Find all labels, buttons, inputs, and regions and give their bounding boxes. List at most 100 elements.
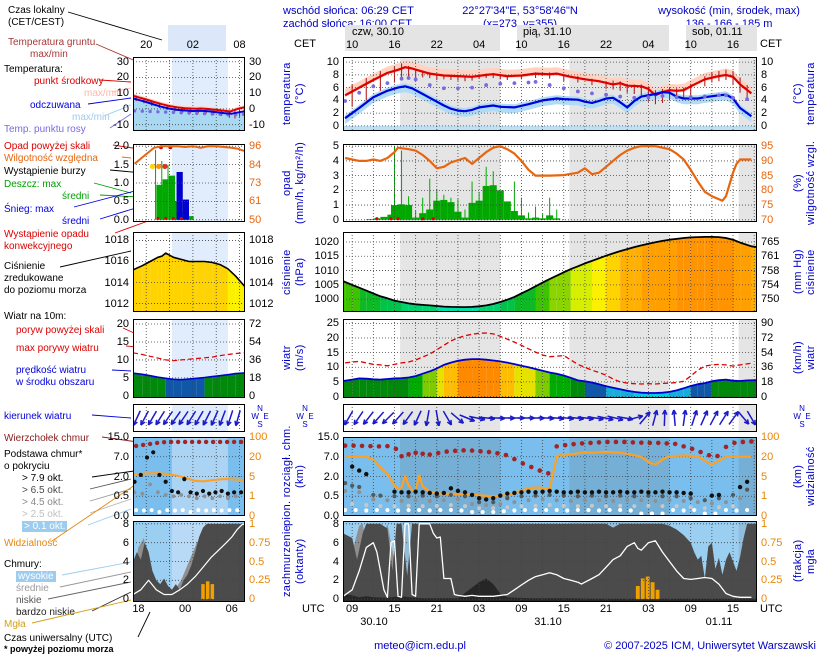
cet-hour-label: 04 (472, 39, 486, 51)
temp-mini-ytick-left: 20 (116, 71, 129, 84)
cloudvert-main-panel (343, 437, 757, 516)
cet-hour-label: 10 (684, 39, 697, 51)
precip-mini-ytick-left: 1.0 (113, 177, 129, 189)
contact-email-link[interactable]: meteo@icm.edu.pl (374, 640, 466, 652)
utc-date-label: 30.10 (360, 616, 388, 628)
wind-main-ytick-left: 20 (326, 332, 339, 345)
mini-utc-hour-label: 00 (178, 603, 192, 615)
cet-hour-label: 10 (346, 39, 359, 51)
legend-mg-a: Mgła (4, 619, 26, 630)
legend-widzialno-: Widzialność (4, 538, 58, 549)
pressure-mini-ytick-left: 1014 (104, 276, 129, 289)
cloudcover-mini-panel (133, 521, 245, 602)
utc-label-right: UTC (760, 603, 783, 615)
legend-pr-dko-wiatru: prędkość wiatru (16, 365, 87, 376)
precip-mini-ytick-right: 96 (249, 140, 262, 153)
temp-mini-panel (133, 57, 245, 131)
temp-main-ytick-left: 0 (332, 119, 339, 132)
cloudvert-mini-panel (133, 437, 245, 516)
precip-mini-panel (133, 144, 245, 222)
temp-mini-ytick-right: 0 (249, 102, 256, 115)
cloudcover-mini-ytick-left: 8 (122, 517, 129, 530)
cet-hour-label: 22 (599, 39, 613, 51)
legend-w-rodku-obszaru: w środku obszaru (16, 377, 95, 388)
temp-mini-ytick-right: -10 (249, 118, 265, 131)
pressure-main-ytick-right: 750 (761, 293, 780, 306)
wind-main-ytick-right: 72 (761, 332, 774, 345)
precip-main-ytick-right: 80 (761, 184, 774, 197)
altitude-label: wysokość (min, środek, max) (658, 5, 800, 17)
legend-chmury-: Chmury: (4, 559, 42, 570)
axis-title-wiatr: wiatr (281, 345, 293, 371)
temp-mini-ytick-left: 0 (122, 102, 129, 115)
utc-hour-label: 21 (430, 603, 443, 615)
pressure-main-ytick-right: 754 (761, 278, 780, 291)
wind-main-ytick-left: 0 (332, 390, 339, 403)
axis-title--km-h-: (km/h) (792, 341, 804, 375)
temp-mini-ytick-left: -10 (113, 118, 129, 131)
day-header-block (686, 25, 757, 51)
mini-cet-hour-label: 02 (186, 39, 199, 51)
utc-hour-label: 09 (515, 603, 528, 615)
precip-main-ytick-right: 90 (761, 154, 774, 167)
wind-main-ytick-left: 5 (332, 375, 339, 388)
legend-wilgotno-wzgl-dna: Wilgotność względna (4, 153, 98, 164)
utc-hour-label: 21 (599, 603, 613, 615)
legend-odczuwana: odczuwana (30, 100, 81, 111)
legend-niskie: niskie (16, 595, 42, 606)
precip-main-ytick-right: 75 (761, 199, 774, 212)
legend-punkt-rodkowy: punkt środkowy (34, 76, 104, 87)
cloudvert-mini-ytick-right: 100 (249, 431, 268, 443)
wind-main-ytick-right: 0 (761, 390, 768, 403)
sunrise-info: wschód słońca: 06:29 CET (283, 5, 414, 17)
legend-temperatura-gruntu: Temperatura gruntu (8, 37, 96, 48)
utc-date-label: 01.11 (705, 616, 733, 628)
precip-mini-ytick-left: 1.5 (113, 158, 129, 171)
temp-main-ytick-right: 2 (761, 107, 768, 120)
wind-mini-ytick-right: 18 (249, 371, 262, 384)
axis-title-zachmurzenie: zachmurzenie (281, 524, 293, 598)
mini-utc-hour-label: 06 (225, 603, 238, 615)
pressure-mini-ytick-right: 1016 (249, 255, 274, 268)
cloudcover-main-ytick-left: 6 (332, 536, 339, 549)
precip-mini-ytick-left: 0.5 (113, 195, 129, 208)
wind-main-ytick-left: 10 (326, 361, 339, 374)
above-sea-level-note: * powyżej poziomu morza (4, 644, 114, 654)
cloudvert-mini-ytick-left: 7.0 (113, 450, 129, 463)
temp-main-ytick-right: 4 (761, 94, 768, 107)
temp-main-ytick-right: 8 (761, 68, 768, 81)
legend-czas-lokalny: Czas lokalny (8, 5, 65, 16)
pressure-mini-ytick-left: 1012 (104, 297, 129, 310)
cloudcover-mini-ytick-right: 0.75 (249, 536, 271, 549)
temp-mini-ytick-left: 10 (116, 87, 129, 100)
mini-cet-hour-label: 20 (140, 39, 153, 51)
precip-mini-ytick-right: 61 (249, 195, 262, 208)
cloudcover-main-ytick-right: 0 (761, 593, 768, 606)
cet-hour-label: 22 (430, 39, 443, 51)
pressure-mini-ytick-right: 1018 (249, 234, 274, 247)
temp-main-ytick-right: 10 (761, 56, 774, 69)
precip-mini-ytick-right: 73 (249, 177, 262, 189)
wind-mini-ytick-left: 10 (116, 353, 129, 366)
legend-wysokie: wysokie (16, 571, 56, 582)
cloudcover-main-ytick-right: 1 (761, 517, 768, 530)
precip-mini-ytick-right: 84 (249, 158, 262, 171)
utc-hour-label: 09 (684, 603, 697, 615)
precip-main-ytick-left: 3 (332, 169, 339, 182)
legend-kierunek-wiatru: kierunek wiatru (4, 411, 72, 422)
wind-mini-ytick-left: 5 (122, 371, 129, 384)
wind-main-ytick-right: 90 (761, 317, 774, 330)
cloudcover-mini-ytick-right: 0.25 (249, 574, 271, 587)
legend-opad-powy-ej-skali: Opad powyżej skali (4, 141, 91, 152)
axis-title--frakcja-: (frakcja) (792, 539, 804, 583)
cloudcover-main-ytick-left: 0 (332, 593, 339, 606)
pressure-main-ytick-right: 758 (761, 264, 780, 277)
cloudvert-main-ytick-left: 0.5 (323, 490, 339, 503)
day-header-block (345, 25, 500, 51)
wind-main-ytick-right: 36 (761, 361, 774, 374)
legend--cet-cest-: (CET/CEST) (8, 17, 65, 28)
coordinates: 22°27'34"E, 53°58'46"N (462, 5, 578, 17)
legend-podstawa-chmur-: Podstawa chmur* (4, 449, 83, 460)
